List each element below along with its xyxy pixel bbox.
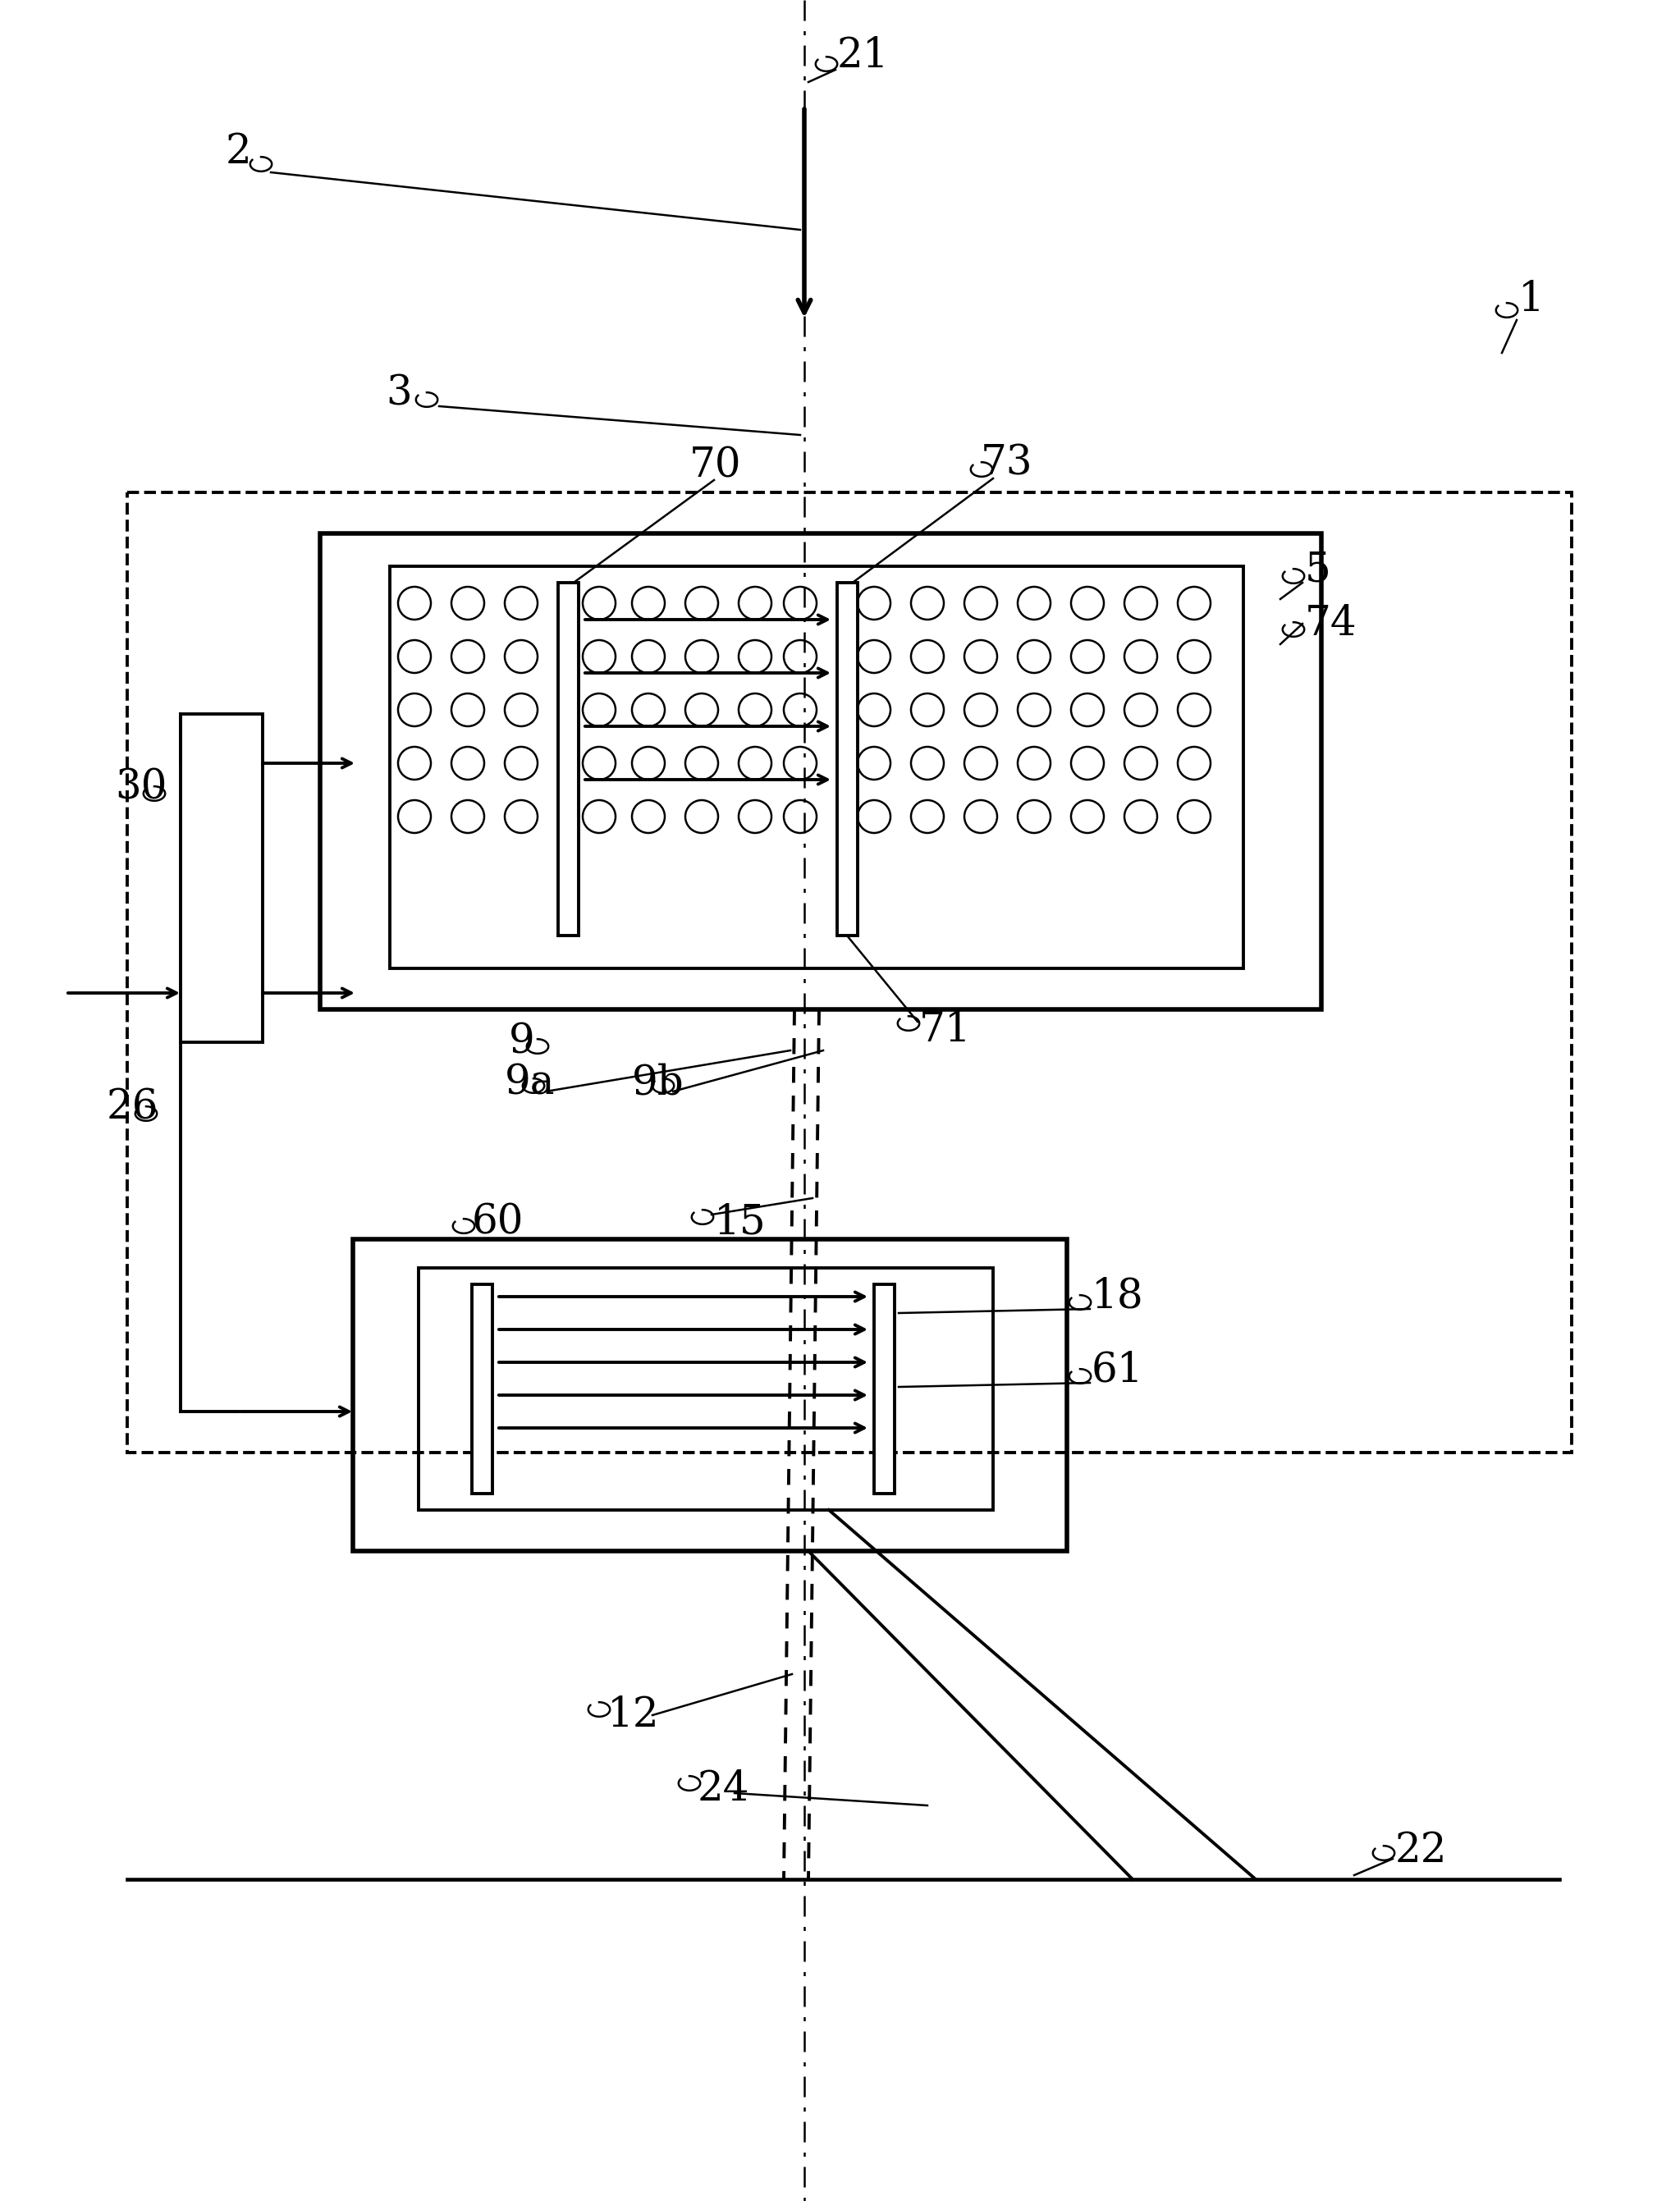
Text: 70: 70 xyxy=(689,447,741,486)
Text: 60: 60 xyxy=(472,1202,524,1244)
Bar xyxy=(418,1268,993,1510)
Bar xyxy=(353,1239,1067,1552)
Text: 5: 5 xyxy=(1305,550,1331,590)
Bar xyxy=(472,1285,492,1494)
Text: 15: 15 xyxy=(714,1202,766,1244)
Text: 26: 26 xyxy=(108,1087,160,1129)
Text: 1: 1 xyxy=(1519,280,1544,319)
Text: 2: 2 xyxy=(225,132,252,172)
Text: 21: 21 xyxy=(837,35,889,77)
Bar xyxy=(321,533,1322,1010)
Text: 73: 73 xyxy=(981,442,1033,484)
Text: 74: 74 xyxy=(1305,603,1357,645)
Text: 30: 30 xyxy=(114,768,166,808)
Bar xyxy=(128,493,1572,1453)
Text: 9: 9 xyxy=(509,1021,534,1063)
Bar xyxy=(390,566,1243,968)
Bar xyxy=(558,583,578,935)
Text: 18: 18 xyxy=(1092,1277,1144,1316)
Text: 9b: 9b xyxy=(632,1063,684,1103)
Text: 24: 24 xyxy=(697,1770,749,1809)
Text: 3: 3 xyxy=(386,374,412,414)
Text: 22: 22 xyxy=(1394,1831,1448,1871)
Text: 71: 71 xyxy=(919,1010,971,1050)
Text: 61: 61 xyxy=(1092,1349,1144,1391)
Text: 12: 12 xyxy=(608,1695,660,1734)
Bar xyxy=(837,583,858,935)
Bar xyxy=(874,1285,894,1494)
Text: 9a: 9a xyxy=(504,1063,554,1103)
Bar xyxy=(180,713,262,1043)
